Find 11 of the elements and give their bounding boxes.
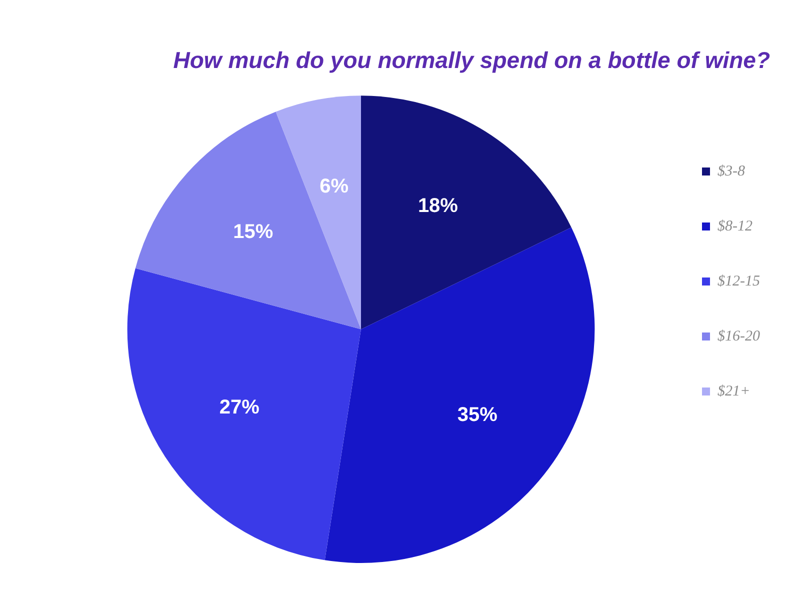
data-label: 27%: [219, 396, 260, 419]
legend-label: $3-8: [718, 163, 746, 180]
legend-label: $8-12: [718, 218, 753, 234]
legend-label: $16-20: [718, 328, 760, 344]
chart-title: How much do you normally spend on a bottle of wine?: [173, 47, 770, 74]
data-label: 18%: [418, 195, 458, 218]
legend-label: $21+: [718, 383, 750, 400]
data-label: 6%: [320, 175, 349, 198]
data-label: 35%: [457, 404, 498, 426]
legend-label: $12-15: [718, 273, 760, 290]
data-label: 15%: [233, 221, 274, 244]
